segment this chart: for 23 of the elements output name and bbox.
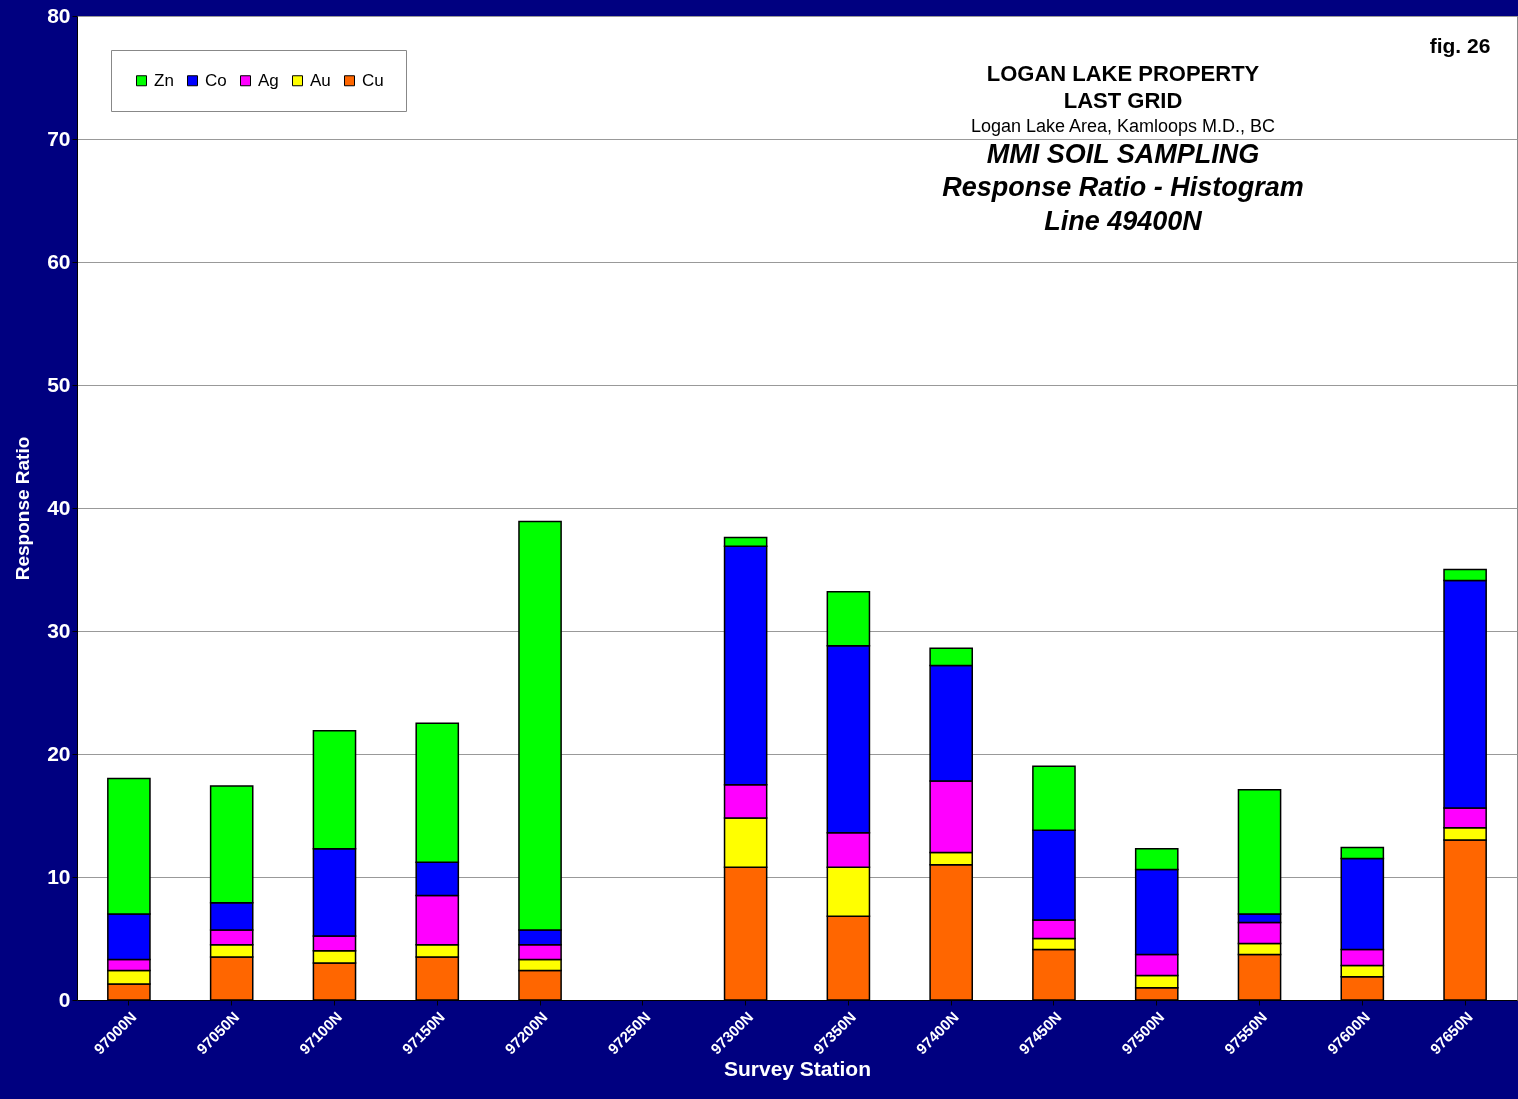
y-tick-label: 40 <box>47 495 71 519</box>
legend-label: Co <box>205 70 227 90</box>
annotation: Logan Lake Area, Kamloops M.D., BC <box>970 116 1276 136</box>
legend-label: Au <box>310 70 331 90</box>
y-tick-label: 50 <box>47 372 71 396</box>
y-tick-label: 30 <box>47 618 71 642</box>
annotation: Line 49400N <box>1044 206 1203 236</box>
y-tick-label: 10 <box>47 864 71 888</box>
y-tick-label: 70 <box>47 126 71 150</box>
x-axis-title: Survey Station <box>723 1057 872 1081</box>
legend-label: Zn <box>154 70 174 90</box>
annotation: MMI SOIL SAMPLING <box>986 139 1260 169</box>
legend-label: Cu <box>362 70 384 90</box>
annotation: fig. 26 <box>1429 34 1491 57</box>
y-tick-label: 60 <box>47 249 71 273</box>
annotation: LAST GRID <box>1063 88 1183 113</box>
y-axis-title: Response Ratio <box>12 436 34 581</box>
annotation: Response Ratio - Histogram <box>942 172 1304 202</box>
y-tick-label: 20 <box>47 741 71 765</box>
annotation: LOGAN LAKE PROPERTY <box>986 61 1260 86</box>
y-tick-label: 80 <box>47 3 71 27</box>
legend-label: Ag <box>258 70 279 90</box>
y-tick-label: 0 <box>58 987 71 1011</box>
